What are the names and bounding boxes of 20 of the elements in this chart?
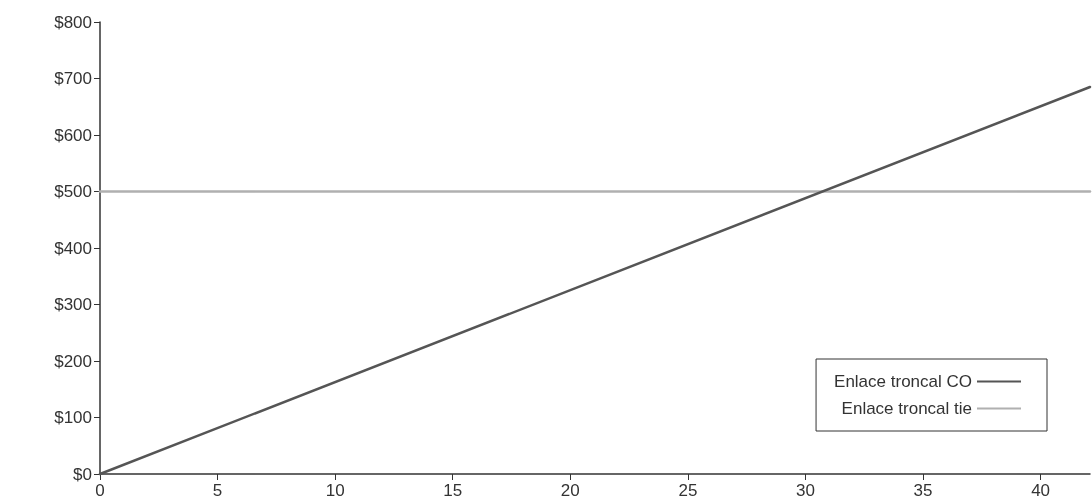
x-tick-label: 25 (678, 481, 698, 499)
x-tick-label: 15 (443, 481, 463, 499)
y-tick-label: $600 (54, 125, 92, 145)
x-tick-label: 30 (796, 481, 815, 499)
x-tick-label: 40 (1031, 481, 1051, 499)
x-tick-label: 35 (913, 481, 933, 499)
y-tick-label: $100 (54, 408, 92, 427)
y-tick-label: $700 (54, 69, 92, 88)
legend-label: Enlace troncal tie (841, 399, 972, 418)
y-tick-label: $400 (54, 238, 92, 258)
x-tick-label: 10 (325, 481, 345, 499)
legend-label: Enlace troncal CO (834, 372, 972, 391)
y-tick-label: $0 (73, 464, 92, 484)
y-tick-label: $200 (54, 351, 92, 371)
y-tick-label: $800 (54, 12, 92, 32)
y-tick-label: $300 (54, 295, 92, 314)
y-tick-label: $500 (54, 182, 92, 201)
x-tick-label: 5 (212, 481, 223, 499)
x-tick-label: 0 (95, 481, 105, 499)
x-tick-label: 20 (560, 481, 580, 499)
